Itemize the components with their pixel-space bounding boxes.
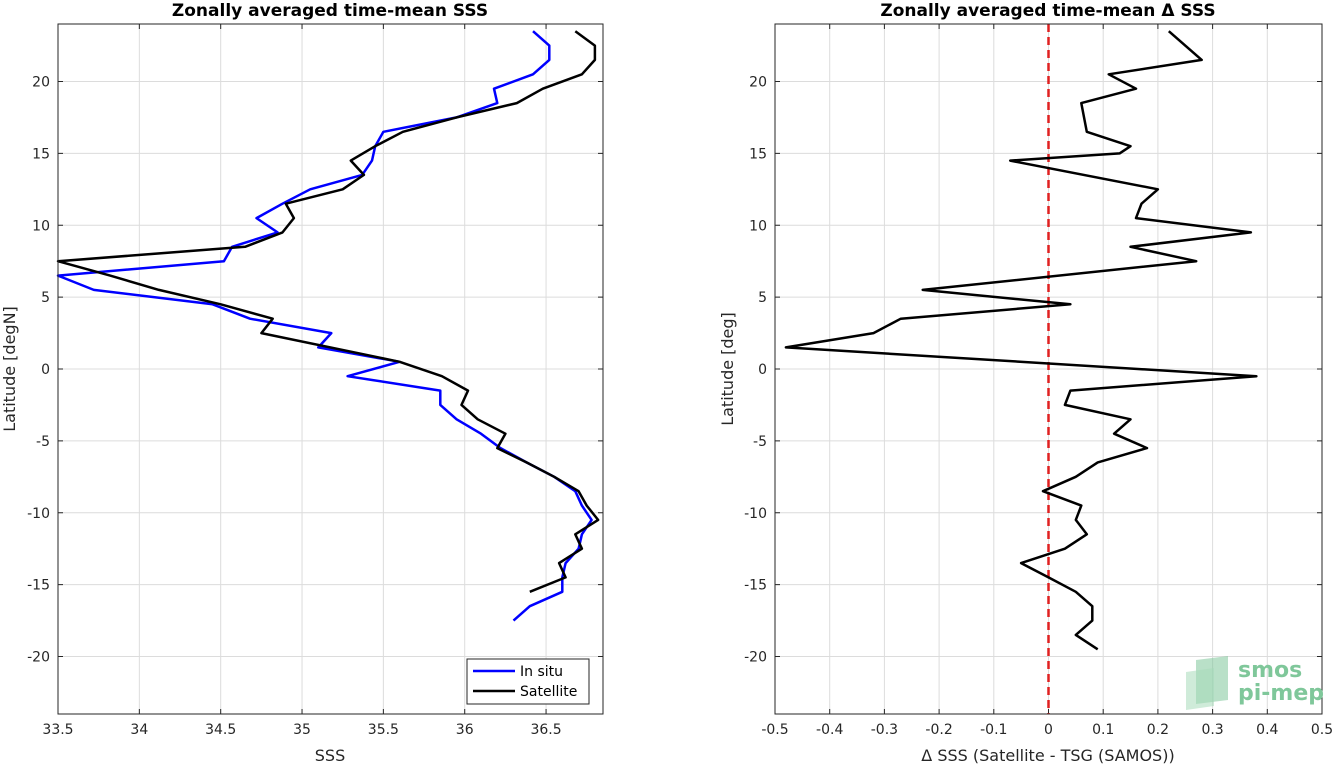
x-tick-label: 36.5 — [530, 722, 561, 738]
y-tick-label: -20 — [27, 650, 50, 666]
y-tick-label: -10 — [27, 506, 50, 522]
delta-sss-panel: Zonally averaged time-mean Δ SSS -0.5 -0.… — [718, 1, 1333, 765]
x-tick-label: 0.1 — [1092, 722, 1114, 738]
x-tick-label: 0.4 — [1256, 722, 1278, 738]
x-axis-label-right: Δ SSS (Satellite - TSG (SAMOS)) — [921, 746, 1174, 765]
x-tick-label: 35 — [293, 722, 311, 738]
y-tick-label: 0 — [41, 362, 50, 378]
y-tick-label: 5 — [758, 290, 767, 306]
series-line-satellite — [56, 30, 600, 593]
legend-label-satellite: Satellite — [520, 684, 577, 700]
logo-graphic-layer — [1186, 668, 1214, 710]
y-tick-label: -10 — [744, 506, 767, 522]
x-axis-label: SSS — [315, 746, 345, 765]
ticks-right: -0.5 -0.4 -0.3 -0.2 -0.1 0 0.1 0.2 0.3 0.4 0.5 20 15… — [744, 24, 1333, 738]
legend-box — [466, 658, 590, 705]
series-line-in-situ — [56, 30, 593, 622]
series-lines-left — [56, 30, 600, 622]
y-tick-label: -15 — [27, 578, 50, 594]
chart-title-right: Zonally averaged time-mean Δ SSS — [880, 1, 1215, 21]
x-tick-label: 36 — [456, 722, 474, 738]
x-tick-label: -0.4 — [816, 722, 843, 738]
y-tick-label: -5 — [36, 434, 50, 450]
ticks-left: 33.5 34 34.5 35 35.5 36 36.5 20 15 10 5 0 -5 -10 -15 -2… — [27, 24, 603, 738]
y-tick-label: 10 — [749, 218, 767, 234]
x-tick-label: 34 — [130, 722, 148, 738]
y-tick-label: 15 — [749, 146, 767, 162]
x-tick-label: 33.5 — [42, 722, 73, 738]
y-tick-label: 20 — [749, 75, 767, 91]
x-tick-label: 0.2 — [1147, 722, 1169, 738]
grid-left — [57, 24, 603, 714]
y-tick-label: 0 — [758, 362, 767, 378]
y-tick-label: 20 — [32, 75, 50, 91]
x-tick-label: -0.1 — [980, 722, 1007, 738]
y-axis-label: Latitude [degN] — [0, 306, 19, 432]
sss-panel: Zonally averaged time-mean SSS 33.5 34 34.… — [0, 1, 604, 765]
y-tick-label: -15 — [744, 578, 767, 594]
series-lines-right — [784, 24, 1258, 714]
x-tick-label: 34.5 — [205, 722, 236, 738]
y-tick-label: 15 — [32, 146, 50, 162]
axes-box-right — [774, 23, 1323, 715]
logo-text-pimep: pi-mep — [1238, 681, 1324, 706]
x-tick-label: 0.5 — [1311, 722, 1333, 738]
logo-text-smos: smos — [1238, 658, 1302, 683]
y-tick-label: 10 — [32, 218, 50, 234]
legend-label-in-situ: In situ — [520, 664, 563, 680]
x-tick-label: 0 — [1044, 722, 1053, 738]
series-line-delta-sss — [784, 30, 1258, 651]
legend: In situ Satellite — [466, 658, 590, 705]
x-tick-label: 0.3 — [1201, 722, 1223, 738]
axes-box-left — [57, 23, 604, 715]
y-tick-label: 5 — [41, 290, 50, 306]
smos-pimep-logo: smos pi-mep — [1186, 656, 1324, 710]
x-tick-label: 35.5 — [368, 722, 399, 738]
y-tick-label: -5 — [753, 434, 767, 450]
chart-title: Zonally averaged time-mean SSS — [172, 1, 488, 21]
x-tick-label: -0.5 — [761, 722, 788, 738]
y-tick-label: -20 — [744, 650, 767, 666]
x-tick-label: -0.3 — [871, 722, 898, 738]
y-axis-label-right: Latitude [deg] — [718, 312, 737, 426]
x-tick-label: -0.2 — [925, 722, 952, 738]
